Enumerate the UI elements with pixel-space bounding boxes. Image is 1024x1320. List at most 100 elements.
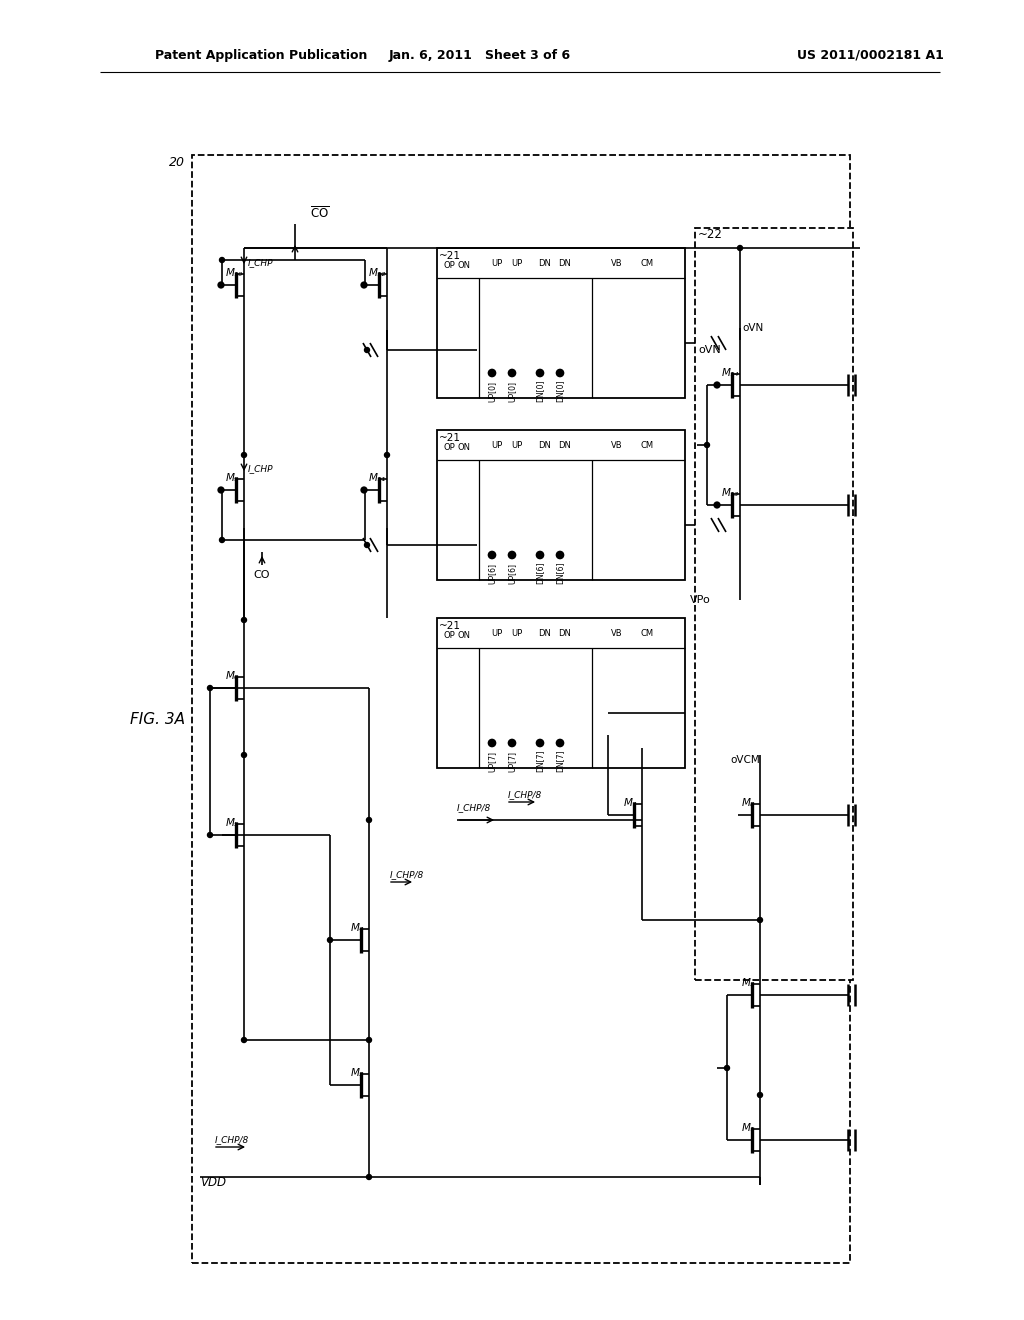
Text: ~21: ~21 [439,620,461,631]
Text: VB: VB [611,260,623,268]
Text: UP[7]: UP[7] [508,751,516,771]
Text: DN[0]: DN[0] [536,380,545,403]
Text: DN[0]: DN[0] [555,380,564,403]
Text: CM: CM [640,260,653,268]
Circle shape [219,537,224,543]
Text: Jan. 6, 2011   Sheet 3 of 6: Jan. 6, 2011 Sheet 3 of 6 [389,49,571,62]
Text: UP: UP [492,630,503,639]
Circle shape [758,917,763,923]
Text: M₈: M₈ [742,799,755,808]
Circle shape [361,282,367,288]
Text: M₂: M₂ [742,978,755,987]
Bar [437,618,685,768]
Text: ON: ON [458,631,470,640]
Text: I_CHP: I_CHP [248,465,273,474]
Circle shape [556,370,563,376]
Text: 20: 20 [169,156,185,169]
Text: I_CHP/8: I_CHP/8 [457,804,492,813]
Circle shape [758,1093,763,1097]
Circle shape [218,487,224,492]
Text: VB: VB [611,630,623,639]
Text: ON: ON [458,261,470,271]
Text: OP: OP [443,444,455,453]
Text: oVN: oVN [698,345,721,355]
Text: DN: DN [539,630,552,639]
Text: CM: CM [640,630,653,639]
Text: M₇: M₇ [624,799,637,808]
Circle shape [208,833,213,837]
Text: DN: DN [558,260,571,268]
Text: oVN: oVN [742,323,763,333]
Text: M₁₄: M₁₄ [722,368,739,378]
Circle shape [556,739,563,747]
Circle shape [242,1038,247,1043]
Text: ~21: ~21 [439,251,461,261]
Text: M₃: M₃ [351,1068,365,1078]
Bar [437,430,685,579]
Circle shape [509,552,515,558]
Bar [193,154,850,1263]
Text: ~22: ~22 [698,228,723,242]
Circle shape [365,543,370,548]
Circle shape [488,739,496,747]
Text: DN: DN [539,260,552,268]
Text: M₁₃: M₁₃ [722,488,739,498]
Text: UP[7]: UP[7] [487,751,497,771]
Circle shape [365,347,370,352]
Bar [437,248,685,399]
Text: US 2011/0002181 A1: US 2011/0002181 A1 [797,49,943,62]
Text: UP: UP [511,260,522,268]
Text: UP: UP [492,441,503,450]
Text: DN[6]: DN[6] [555,562,564,585]
Text: M₉: M₉ [226,473,240,483]
Text: M₁₀: M₁₀ [226,268,244,279]
Text: OP: OP [443,261,455,271]
Text: DN[6]: DN[6] [536,562,545,585]
Circle shape [384,453,389,458]
Text: FIG. 3A: FIG. 3A [130,713,185,727]
Circle shape [725,1065,729,1071]
Circle shape [219,257,224,263]
Text: UP[6]: UP[6] [487,562,497,583]
Circle shape [361,487,367,492]
Text: UP[6]: UP[6] [508,562,516,583]
Text: UP: UP [511,441,522,450]
Text: UP[0]: UP[0] [508,380,516,401]
Bar [695,228,853,979]
Text: UP[0]: UP[0] [487,380,497,401]
Circle shape [737,246,742,251]
Text: OP: OP [443,631,455,640]
Text: Patent Application Publication: Patent Application Publication [155,49,368,62]
Text: M₄: M₄ [351,923,365,933]
Text: I_CHP: I_CHP [248,259,273,268]
Circle shape [367,817,372,822]
Text: oVCM: oVCM [730,755,760,766]
Circle shape [705,442,710,447]
Text: CM: CM [640,441,653,450]
Circle shape [218,282,224,288]
Circle shape [242,752,247,758]
Text: DN[7]: DN[7] [555,750,564,772]
Text: CO: CO [254,570,270,579]
Circle shape [714,383,720,388]
Text: M₁₂: M₁₂ [369,268,386,279]
Text: I_CHP/8: I_CHP/8 [390,870,424,879]
Text: $\overline{\rm CO}$: $\overline{\rm CO}$ [310,205,330,220]
Text: VB: VB [611,441,623,450]
Circle shape [328,937,333,942]
Circle shape [242,453,247,458]
Circle shape [367,1175,372,1180]
Text: M₁₁: M₁₁ [369,473,386,483]
Text: DN: DN [558,630,571,639]
Text: M₆: M₆ [226,671,240,681]
Text: UP: UP [492,260,503,268]
Text: M₁: M₁ [742,1123,755,1133]
Text: M₅: M₅ [226,818,240,828]
Text: I_CHP/8: I_CHP/8 [215,1135,249,1144]
Text: VDD: VDD [200,1176,226,1188]
Circle shape [556,552,563,558]
Circle shape [509,739,515,747]
Circle shape [714,502,720,508]
Text: I_CHP/8: I_CHP/8 [508,791,543,800]
Circle shape [509,370,515,376]
